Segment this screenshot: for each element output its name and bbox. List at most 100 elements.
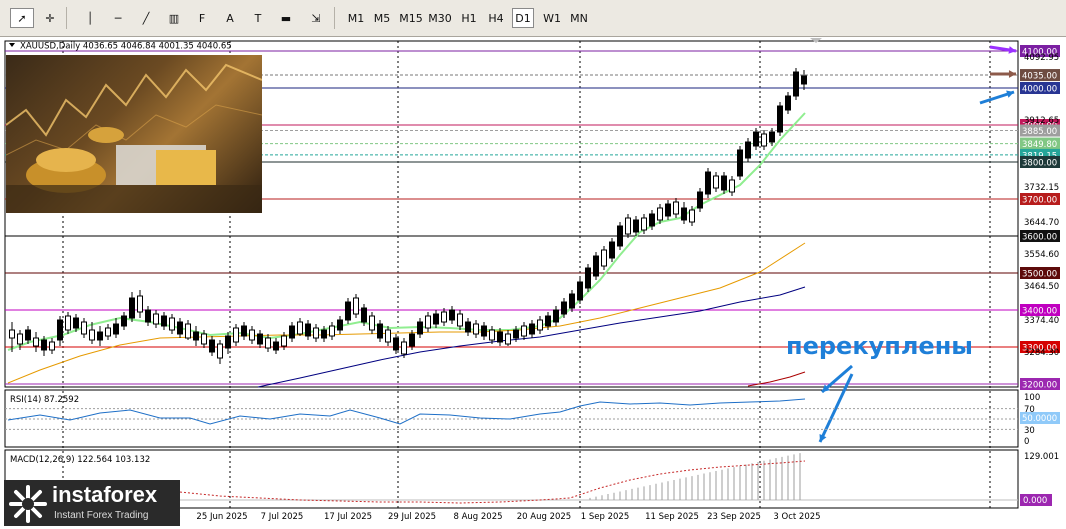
candle-body — [753, 131, 759, 147]
candle-body — [161, 315, 167, 327]
candle-body — [249, 329, 255, 341]
candle-body — [617, 225, 623, 247]
candle-body — [737, 149, 743, 177]
date-axis-label: 7 Jul 2025 — [261, 512, 304, 522]
timeframe-m30-button[interactable]: M30 — [428, 11, 452, 25]
price-axis-tick: 3554.60 — [1024, 250, 1059, 260]
arrow-annotation-macd — [818, 373, 854, 443]
candle-body — [777, 105, 783, 133]
date-axis-label: 11 Sep 2025 — [645, 512, 699, 522]
text-label-icon[interactable]: T — [254, 11, 262, 25]
date-axis-label: 20 Aug 2025 — [517, 512, 571, 522]
candle-body — [593, 255, 599, 277]
candle-body — [785, 95, 791, 111]
price-axis-tick: 3284.30 — [1024, 348, 1059, 358]
candle-body — [369, 315, 375, 331]
arrows-icon[interactable]: ⇲ — [311, 11, 321, 25]
candle-body — [329, 325, 335, 337]
candle-body — [121, 315, 127, 327]
date-axis-label: 1 Sep 2025 — [581, 512, 629, 522]
price-level-label: 3600.00 — [1022, 233, 1057, 243]
candle-body — [65, 315, 71, 331]
price-level-tag — [1020, 378, 1060, 390]
candle-body — [585, 267, 591, 289]
candle-body — [729, 179, 735, 193]
candle-body — [137, 295, 143, 313]
timeframe-m1-button[interactable]: M1 — [347, 11, 365, 25]
arrow-to-4100-head — [1008, 46, 1016, 54]
price-axis-tick: 3374.40 — [1024, 316, 1059, 326]
candle-body — [385, 329, 391, 343]
candle-body — [9, 329, 15, 339]
timeframe-m5-button[interactable]: M5 — [373, 11, 391, 25]
candle-body — [417, 321, 423, 335]
timeframe-d1-button[interactable]: D1 — [512, 8, 534, 28]
arrow-to-4035-head — [1008, 70, 1016, 78]
price-level-tag — [1020, 341, 1060, 353]
candle-body — [433, 313, 439, 325]
price-axis-tick: 3644.70 — [1024, 218, 1059, 228]
candle-body — [73, 317, 79, 329]
candle-body — [497, 331, 503, 343]
collapse-triangle-icon — [9, 43, 15, 47]
rsi-axis-tick: 70 — [1024, 405, 1035, 415]
timeframe-h4-button[interactable]: H4 — [488, 11, 504, 25]
crosshair-icon[interactable]: ✛ — [45, 11, 55, 25]
cursor-icon[interactable]: ➚ — [10, 8, 34, 28]
candle-body — [449, 309, 455, 321]
candle-body — [665, 203, 671, 217]
candle-body — [97, 331, 103, 341]
candle-body — [425, 315, 431, 329]
timeframe-w1-button[interactable]: W1 — [543, 11, 561, 25]
rsi-label: RSI(14) 87.2592 — [10, 395, 79, 405]
timeframe-h1-button[interactable]: H1 — [461, 11, 477, 25]
arrow-to-4000-head — [1006, 90, 1014, 98]
price-level-label: 3300.00 — [1022, 344, 1057, 354]
candle-body — [81, 321, 87, 335]
text-icon[interactable]: A — [226, 11, 234, 25]
candle-body — [353, 297, 359, 315]
price-axis-tick: 3464.50 — [1024, 282, 1059, 292]
timeframe-mn-button[interactable]: MN — [570, 11, 588, 25]
timeframe-m15-button[interactable]: M15 — [399, 11, 423, 25]
instaforex-logo-icon — [9, 485, 47, 523]
macd-axis-tick: 129.001 — [1024, 452, 1059, 462]
toolbar: ➚ ✛ │ ─ ╱ ▥ F A T ▬ ⇲ M1 M5 M15 M30 H1 H4 D1 W1 MN — [0, 0, 1066, 37]
price-level-label: 4100.00 — [1022, 48, 1057, 58]
candle-body — [113, 323, 119, 335]
horizontal-line-icon[interactable]: ─ — [114, 11, 122, 25]
price-level-tag — [1020, 45, 1060, 57]
candle-body — [457, 313, 463, 327]
candle-body — [633, 219, 639, 233]
ma-slow-line — [257, 286, 806, 388]
candle-body — [233, 327, 239, 343]
rectangle-icon[interactable]: ▬ — [280, 11, 292, 25]
candle-body — [689, 209, 695, 223]
candle-body — [209, 339, 215, 353]
candle-body — [705, 171, 711, 195]
price-level-label: 3400.00 — [1022, 307, 1057, 317]
candle-body — [297, 321, 303, 335]
trendline-icon[interactable]: ╱ — [142, 11, 150, 25]
price-level-tag — [1020, 137, 1060, 150]
candle-body — [201, 333, 207, 345]
instaforex-watermark: instaforex Instant Forex Trading — [4, 480, 180, 526]
brand-tagline: Instant Forex Trading — [54, 510, 149, 521]
gold-bars-photo — [6, 55, 262, 213]
channel-icon[interactable]: ▥ — [168, 11, 180, 25]
candle-body — [17, 333, 23, 345]
candle-body — [25, 329, 31, 341]
candle-body — [289, 325, 295, 339]
candle-body — [561, 301, 567, 315]
fibonacci-icon[interactable]: F — [198, 11, 206, 25]
candle-body — [521, 325, 527, 337]
candle-body — [377, 323, 383, 339]
date-axis-label: 23 Sep 2025 — [707, 512, 761, 522]
candle-body — [393, 337, 399, 351]
arrow-annotation-macd-head — [819, 434, 827, 442]
candle-body — [649, 213, 655, 227]
vertical-line-icon[interactable]: │ — [86, 11, 94, 25]
macd-axis-tick: 0.000 — [1023, 496, 1047, 506]
price-level-tag — [1020, 82, 1060, 94]
rsi-axis-tick: 0 — [1024, 437, 1029, 447]
